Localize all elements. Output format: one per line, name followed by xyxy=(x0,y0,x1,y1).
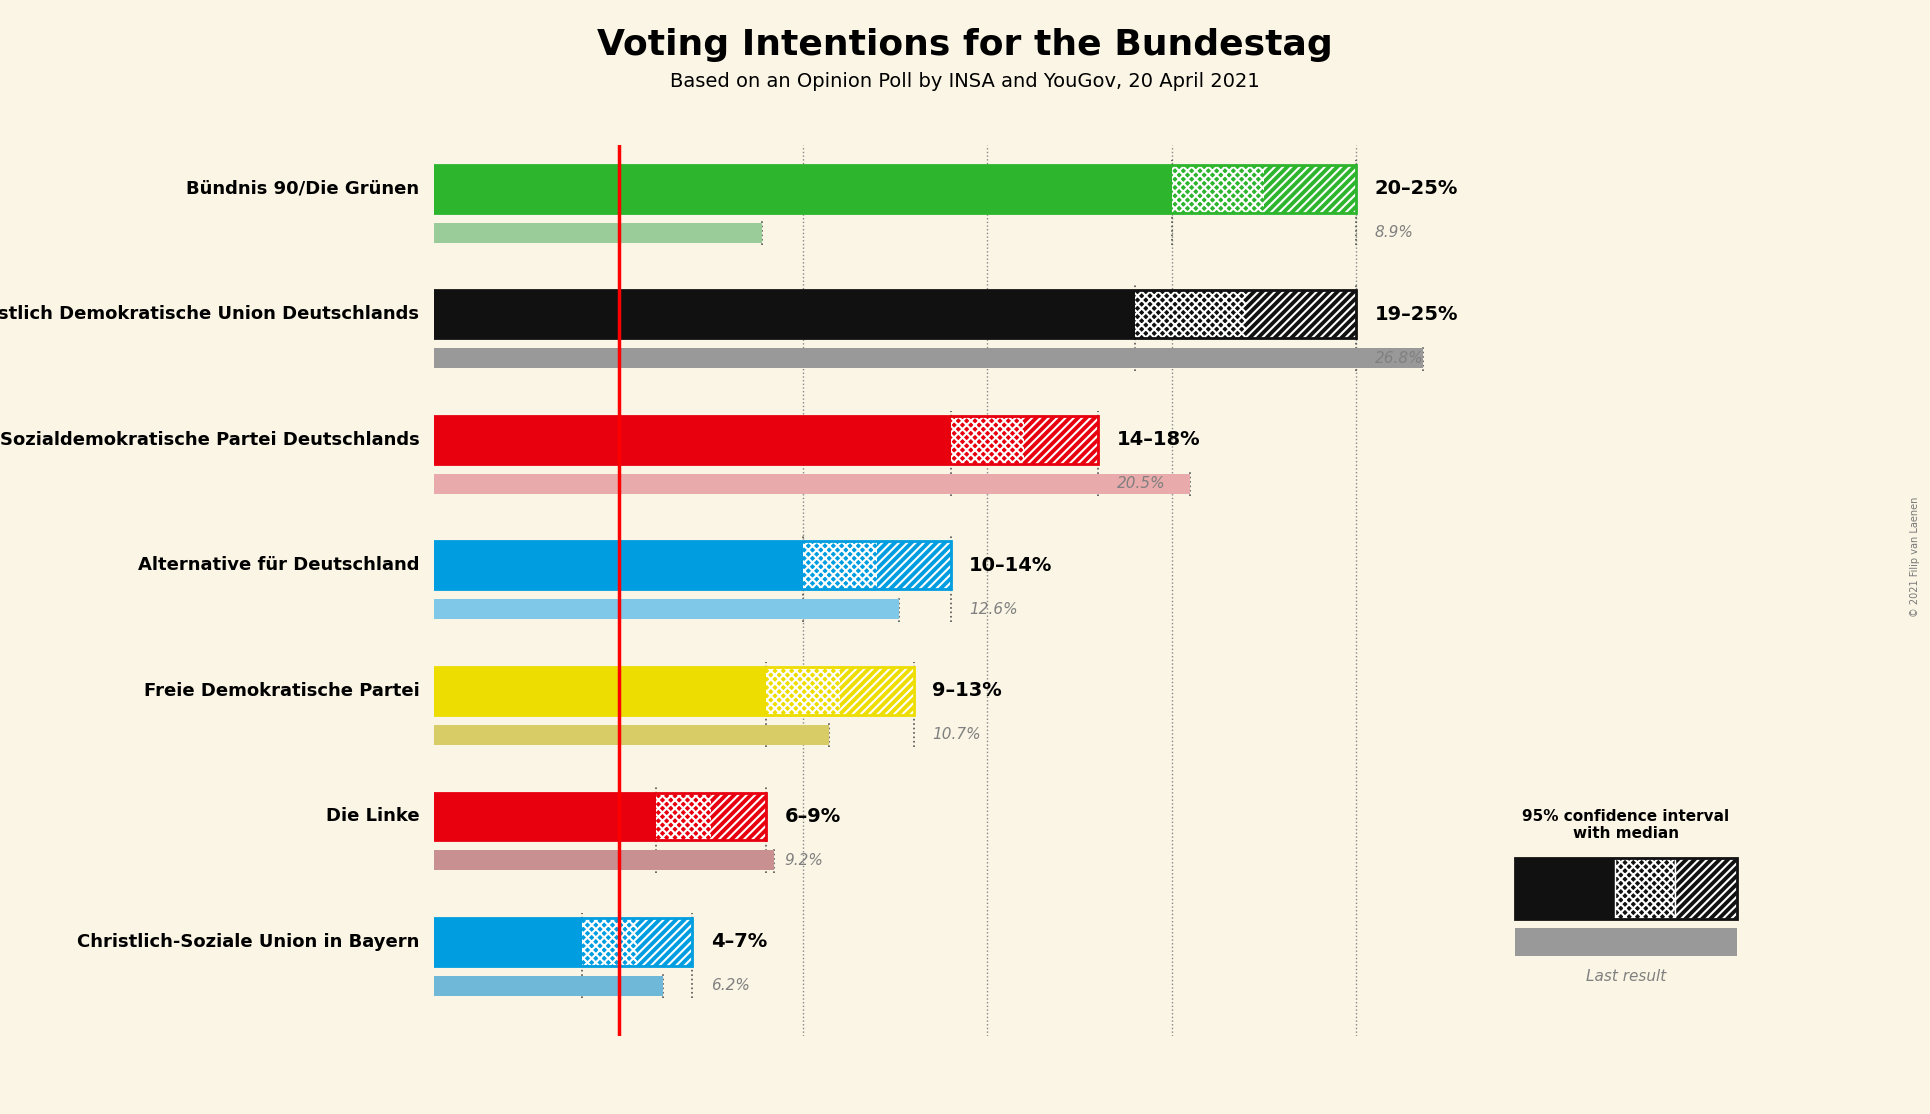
Bar xyxy=(637,918,693,966)
Bar xyxy=(434,165,1172,213)
Bar xyxy=(1025,416,1098,463)
Bar xyxy=(581,918,637,966)
Text: Christlich Demokratische Union Deutschlands: Christlich Demokratische Union Deutschla… xyxy=(0,305,419,323)
Bar xyxy=(434,416,1098,463)
Text: Freie Demokratische Partei: Freie Demokratische Partei xyxy=(143,682,419,700)
Text: 19–25%: 19–25% xyxy=(1374,305,1457,324)
Bar xyxy=(434,725,828,745)
Bar xyxy=(434,291,1357,339)
Bar xyxy=(434,976,662,996)
Bar xyxy=(710,792,766,840)
Text: 14–18%: 14–18% xyxy=(1116,430,1200,449)
Bar xyxy=(434,667,766,715)
Text: Sozialdemokratische Partei Deutschlands: Sozialdemokratische Partei Deutschlands xyxy=(0,431,419,449)
Text: 10.7%: 10.7% xyxy=(932,727,980,742)
Bar xyxy=(434,918,693,966)
Text: 12.6%: 12.6% xyxy=(969,602,1017,617)
Bar xyxy=(803,541,876,589)
Text: 20–25%: 20–25% xyxy=(1374,179,1457,198)
Bar xyxy=(1172,165,1264,213)
Text: Bündnis 90/Die Grünen: Bündnis 90/Die Grünen xyxy=(187,179,419,198)
Bar xyxy=(434,473,1191,494)
Text: 9–13%: 9–13% xyxy=(932,682,1002,701)
Text: 26.8%: 26.8% xyxy=(1374,351,1422,365)
Bar xyxy=(434,223,762,243)
Bar xyxy=(434,349,1422,369)
Bar xyxy=(434,541,803,589)
Bar xyxy=(434,165,1357,213)
Bar xyxy=(434,667,913,715)
Text: 20.5%: 20.5% xyxy=(1116,476,1166,491)
Text: 6.2%: 6.2% xyxy=(710,978,749,994)
Bar xyxy=(434,291,1135,339)
Bar xyxy=(434,792,766,840)
Text: 6–9%: 6–9% xyxy=(786,807,841,825)
Bar xyxy=(656,792,710,840)
Text: 95% confidence interval
with median: 95% confidence interval with median xyxy=(1523,809,1729,841)
Text: 4–7%: 4–7% xyxy=(710,932,766,951)
Bar xyxy=(1245,291,1357,339)
Bar xyxy=(434,599,899,619)
Text: Based on an Opinion Poll by INSA and YouGov, 20 April 2021: Based on an Opinion Poll by INSA and You… xyxy=(670,72,1260,91)
Bar xyxy=(434,850,774,870)
Bar xyxy=(434,918,581,966)
Bar xyxy=(434,541,950,589)
Bar xyxy=(434,416,950,463)
Text: Last result: Last result xyxy=(1586,969,1666,984)
Bar xyxy=(1264,165,1357,213)
Bar xyxy=(766,667,840,715)
Text: 9.2%: 9.2% xyxy=(786,853,824,868)
Text: 10–14%: 10–14% xyxy=(969,556,1052,575)
Bar xyxy=(434,792,656,840)
Text: © 2021 Filip van Laenen: © 2021 Filip van Laenen xyxy=(1911,497,1920,617)
Bar xyxy=(840,667,913,715)
Bar xyxy=(950,416,1025,463)
Bar xyxy=(876,541,950,589)
Text: 8.9%: 8.9% xyxy=(1374,225,1413,241)
Text: Voting Intentions for the Bundestag: Voting Intentions for the Bundestag xyxy=(596,28,1334,62)
Text: Christlich-Soziale Union in Bayern: Christlich-Soziale Union in Bayern xyxy=(77,932,419,951)
Text: Die Linke: Die Linke xyxy=(326,808,419,825)
Bar xyxy=(1135,291,1245,339)
Text: Alternative für Deutschland: Alternative für Deutschland xyxy=(139,556,419,575)
